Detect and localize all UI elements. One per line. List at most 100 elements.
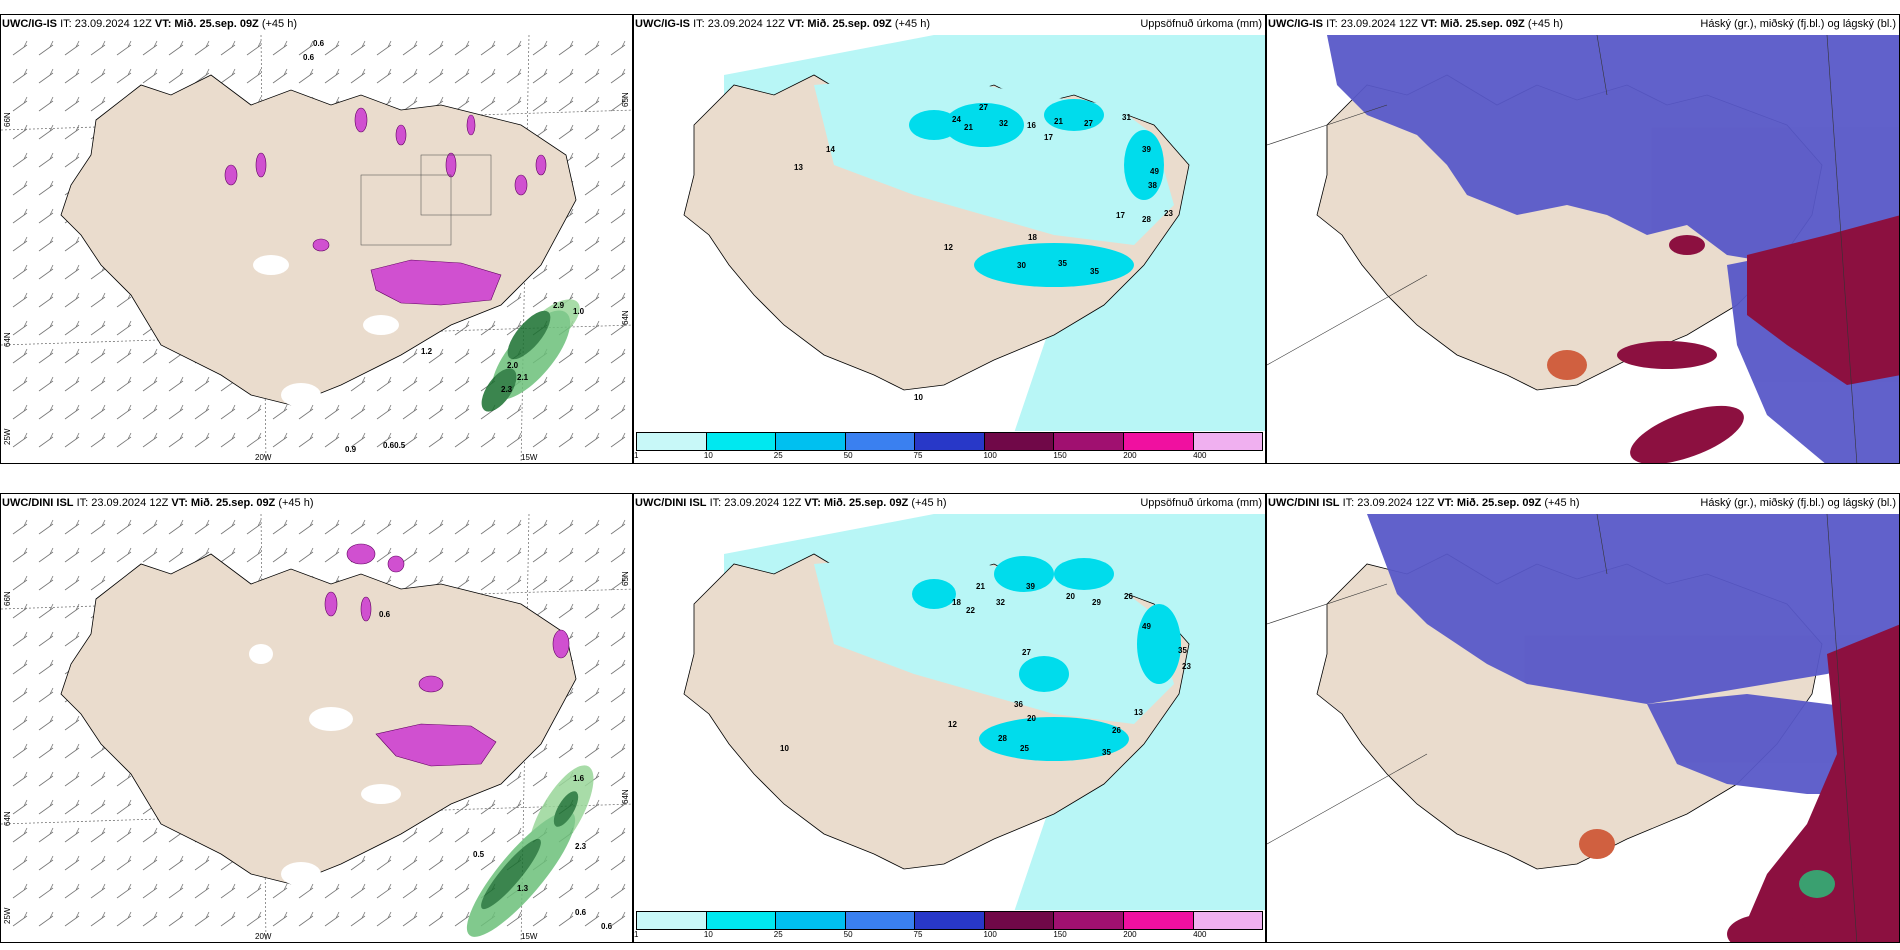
wind-barb [454,40,470,56]
wind-barb [532,404,548,420]
wind-barb [350,432,366,448]
wind-barb [610,404,626,420]
wind-mark: 2.3 [575,842,587,851]
wind-barb [116,40,132,56]
wind-barb [142,547,158,563]
wind-barb [12,320,28,336]
wind-barb [532,432,548,448]
wind-barb [558,911,574,927]
precip-mark: 28 [1142,215,1151,224]
wind-barb [506,292,522,308]
precip-mark: 10 [780,744,789,753]
wind-barb [194,40,210,56]
wind-barb [610,855,626,871]
lat-label-64n-right: 64N [621,789,630,804]
wind-barb [64,40,80,56]
precip-mark: 35 [1058,259,1067,268]
wind-barb [142,376,158,392]
wind-barb [116,320,132,336]
wind-barb [506,771,522,787]
wind-barb [506,911,522,927]
wind-barb [558,743,574,759]
wind-barb [168,519,184,535]
panel-wind-dini: UWC/DINI ISL IT: 23.09.2024 12Z VT: Mið.… [0,493,633,943]
wind-barb [12,519,28,535]
precip-mark: 16 [1027,121,1036,130]
graticule [1267,34,1858,463]
colorbar-tick-label: 25 [773,930,783,939]
precip-mark: 24 [952,115,961,124]
wind-barb [584,236,600,252]
precip-mark: 25 [1020,744,1029,753]
wind-barb [584,743,600,759]
wind-barb [38,575,54,591]
lat-label-66n: 66N [3,591,12,606]
colorbar-cell [1193,912,1263,929]
wind-barb [350,68,366,84]
precip-mark: 27 [979,103,988,112]
wind-barb [506,575,522,591]
wind-barb [142,883,158,899]
map-canvas [683,35,1265,433]
precip-mark: 49 [1142,622,1151,631]
wind-barb [64,575,80,591]
colorbar-tick-label: 100 [983,930,997,939]
wind-barb [454,376,470,392]
wind-barb [402,883,418,899]
wind-barb [350,404,366,420]
wind-barb [246,432,262,448]
wind-barb [246,40,262,56]
wind-barb [194,547,210,563]
panel-cloud-ig-is: UWC/IG-IS IT: 23.09.2024 12Z VT: Mið. 25… [1266,14,1900,464]
wind-barb [38,376,54,392]
wind-barb [220,40,236,56]
wind-barb [64,348,80,364]
wind-barb [116,771,132,787]
wind-barb [90,40,106,56]
wind-barb [506,68,522,84]
wind-barb [480,432,496,448]
wind-barb [584,855,600,871]
wind-barb [272,547,288,563]
wind-barb [454,404,470,420]
panel-header: UWC/DINI ISL IT: 23.09.2024 12Z VT: Mið.… [2,497,314,509]
colorbar: 1 10 25 50 75 100 150 200 400 [634,431,1265,463]
colorbar-tick-label: 75 [913,451,923,460]
map-canvas [1,34,632,463]
panel-header: UWC/DINI ISL IT: 23.09.2024 12Z VT: Mið.… [635,497,1262,509]
wind-barb [558,96,574,112]
wind-barb [558,40,574,56]
wind-barb [428,68,444,84]
wind-barb [584,180,600,196]
white-patches [253,255,399,407]
precip-mark: 27 [1022,648,1031,657]
wind-barb [116,292,132,308]
wind-barb [558,575,574,591]
precip-mark: 23 [1182,662,1191,671]
wind-barb [610,432,626,448]
wind-barb [558,236,574,252]
wind-barb [90,911,106,927]
wind-barb [610,348,626,364]
wind-barb [584,404,600,420]
wind-barb [402,827,418,843]
wind-mark: 1.0 [573,307,585,316]
map-canvas [1267,34,1899,463]
wind-barb [480,348,496,364]
wind-barb [454,432,470,448]
wind-barb [64,152,80,168]
wind-barb [402,547,418,563]
wind-barb [38,152,54,168]
wind-barb [350,376,366,392]
wind-barb [90,96,106,112]
wind-barb [584,432,600,448]
wind-barb [90,320,106,336]
wind-barb [90,855,106,871]
precip-mark: 12 [944,243,953,252]
colorbar-tick-label: 1 [634,930,639,939]
wind-barb [272,68,288,84]
wind-barb [38,827,54,843]
panel-header: UWC/IG-IS IT: 23.09.2024 12Z VT: Mið. 25… [1268,18,1896,30]
wind-barb [168,883,184,899]
wind-barb [532,575,548,591]
